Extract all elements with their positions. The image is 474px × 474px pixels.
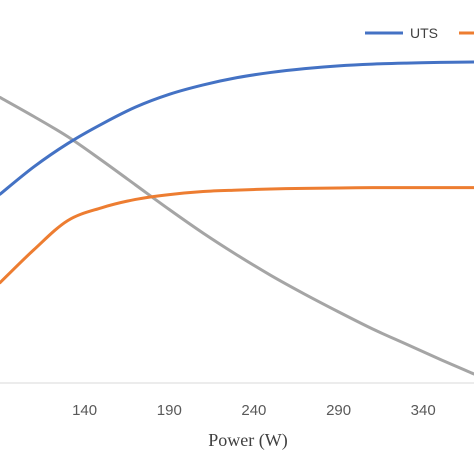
x-tick-label: 340	[411, 402, 436, 419]
x-tick-label: 190	[157, 402, 182, 419]
x-tick-labels: 140 190 240 290 340	[72, 402, 436, 419]
legend: UTS	[365, 25, 474, 41]
x-tick-label: 290	[326, 402, 351, 419]
x-tick-label: 140	[72, 402, 97, 419]
series-line-1	[0, 60, 474, 196]
series-layer	[0, 60, 474, 376]
series-line-3	[0, 95, 474, 376]
x-axis-title: Power (W)	[208, 430, 287, 451]
legend-label-uts: UTS	[410, 25, 438, 41]
series-line-2	[0, 186, 474, 285]
x-tick-label: 240	[241, 402, 266, 419]
